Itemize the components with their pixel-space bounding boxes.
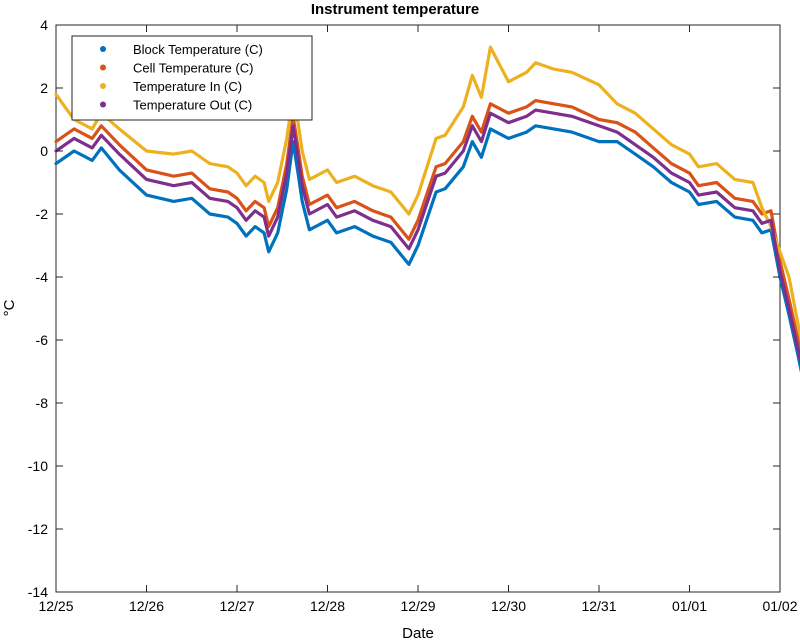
y-tick-label: -12: [28, 521, 48, 537]
chart-title: Instrument temperature: [311, 1, 479, 18]
legend-label: Cell Temperature (C): [133, 61, 253, 76]
y-tick-label: -6: [36, 332, 49, 348]
y-axis-label: °C: [1, 299, 18, 316]
series-line-0: [54, 124, 800, 373]
y-tick-label: -14: [28, 584, 48, 600]
series-line-1: [54, 99, 800, 358]
legend-marker: [100, 64, 106, 71]
x-tick-label: 01/02: [762, 598, 797, 614]
x-tick-label: 12/26: [129, 598, 164, 614]
axes-layer: 12/25 12/26 12/27 12/28 12/29 12/30 12/31 01/01…: [28, 17, 798, 614]
legend: Block Temperature (C) Cell Temperature (C…: [71, 35, 313, 121]
series-line-3: [54, 108, 800, 367]
x-tick-label: 12/28: [310, 598, 345, 614]
y-tick-label: 2: [40, 80, 48, 96]
legend-marker: [100, 83, 106, 89]
series-layer: [54, 45, 800, 373]
legend-label: Block Temperature (C): [133, 42, 263, 57]
legend-box: [71, 35, 313, 121]
y-tick-label: -8: [36, 395, 49, 411]
y-tick-label: -10: [28, 458, 48, 474]
x-tick-label: 12/29: [400, 598, 435, 614]
y-tick-label: -2: [36, 206, 49, 222]
legend-marker: [100, 46, 106, 52]
series-line-2: [54, 45, 800, 343]
legend-label: Temperature In (C): [133, 79, 242, 94]
x-tick-label: 12/31: [581, 598, 616, 614]
x-tick-label: 12/30: [491, 598, 526, 614]
x-tick-label: 12/27: [219, 598, 254, 614]
x-axis-label: Date: [402, 625, 434, 642]
y-tick-label: 0: [40, 143, 48, 159]
x-tick-label: 01/01: [672, 598, 707, 614]
legend-label: Temperature Out (C): [133, 98, 252, 113]
x-tick-label: 12/25: [38, 598, 73, 614]
y-tick-label: -4: [36, 269, 49, 285]
y-tick-label: 4: [40, 17, 48, 33]
legend-marker: [100, 101, 106, 108]
